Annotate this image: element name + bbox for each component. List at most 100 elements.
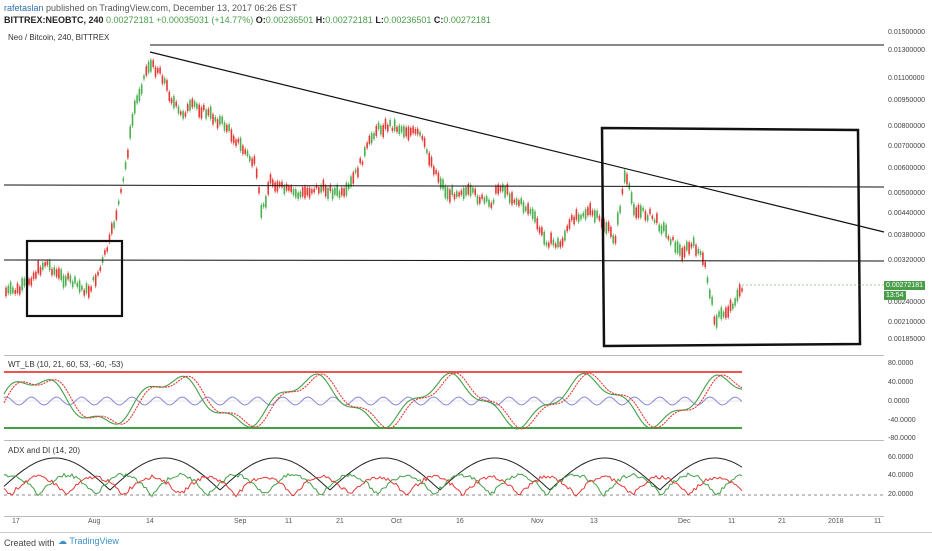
candle-body	[644, 210, 647, 221]
candle-body	[669, 239, 672, 245]
candle-body	[467, 184, 470, 195]
candle-body	[545, 242, 548, 246]
candle-body	[651, 215, 654, 219]
candle-body	[389, 119, 391, 127]
candle-body	[727, 306, 729, 318]
open-value: 0.00236501	[265, 15, 314, 25]
candle-body	[660, 225, 663, 234]
candle-body	[621, 188, 624, 195]
candle-body	[232, 135, 235, 144]
price-axis[interactable]: 0.01500000 0.01300000 0.01100000 0.00950000…	[884, 28, 932, 355]
candle-body	[338, 191, 341, 198]
candle-body	[106, 247, 108, 252]
adx-axis[interactable]: 60.0000 40.0000 20.0000	[884, 440, 932, 516]
candle-body	[502, 184, 504, 192]
candle-body	[42, 262, 44, 270]
candle-body	[129, 126, 131, 139]
candle-body	[212, 114, 214, 125]
candle-body	[94, 274, 97, 287]
publish-text: published on TradingView.com, December 1…	[46, 3, 298, 13]
candle-body	[492, 199, 495, 204]
time-tick-label: Oct	[391, 518, 402, 525]
di-plus-line	[3, 472, 743, 498]
candle-body	[702, 252, 704, 265]
candle-body	[393, 119, 396, 131]
candle-body	[55, 269, 58, 277]
candle-body	[729, 300, 732, 311]
tradingview-logo[interactable]: ☁ TradingView	[58, 536, 119, 547]
candle-body	[334, 187, 336, 195]
candle-body	[150, 59, 152, 72]
candle-body	[663, 222, 665, 232]
candle-body	[7, 285, 10, 294]
candle-body	[60, 269, 62, 281]
price-tick-label: 0.01100000	[888, 75, 925, 82]
candle-body	[124, 162, 127, 169]
candle-body	[439, 178, 442, 189]
candle-body	[48, 260, 51, 271]
candle-body	[145, 66, 148, 76]
high-value: 0.00272181	[325, 15, 373, 25]
candle-body	[262, 203, 265, 207]
candle-body	[633, 203, 635, 216]
wt-pane[interactable]	[4, 355, 884, 441]
candle-body	[550, 232, 552, 244]
candle-body	[16, 283, 19, 294]
candle-body	[180, 111, 182, 115]
candle-body	[311, 189, 313, 194]
low-value: 0.00236501	[383, 15, 432, 25]
wt-tick-label: -80.0000	[888, 435, 916, 442]
candle-body	[157, 68, 159, 73]
candle-body	[414, 129, 417, 134]
candle-body	[242, 145, 244, 154]
candle-body	[85, 283, 88, 294]
candle-body	[104, 250, 106, 255]
candle-body	[306, 187, 309, 196]
adx-tick-label: 40.0000	[888, 472, 914, 479]
candle-body	[612, 235, 614, 244]
candle-body	[589, 203, 591, 215]
candle-body	[598, 215, 601, 221]
cloud-icon: ☁	[58, 536, 67, 546]
candle-body	[364, 147, 366, 156]
candle-body	[690, 243, 693, 248]
candle-body	[421, 135, 424, 140]
price-tick-label: 0.00380000	[888, 232, 925, 239]
candle-body	[315, 184, 318, 188]
candle-body	[35, 271, 37, 279]
candle-body	[67, 273, 69, 280]
time-axis[interactable]: 17 Aug 14 Sep 11 21 Oct 16 Nov 13 Dec 11 21 2018 11	[4, 516, 884, 530]
candle-body	[686, 241, 688, 251]
adx-pane[interactable]	[4, 440, 884, 517]
candle-body	[428, 152, 430, 166]
author-link[interactable]: rafetaslan	[4, 3, 44, 13]
candle-body	[207, 108, 210, 116]
overbought-line	[4, 371, 742, 373]
candle-body	[543, 231, 545, 245]
close-value: 0.00272181	[443, 15, 491, 25]
price-pane[interactable]	[4, 28, 884, 356]
candle-body	[407, 127, 410, 140]
candle-body	[458, 192, 460, 197]
candle-body	[419, 131, 421, 136]
candle-body	[479, 197, 481, 204]
candle-body	[147, 61, 150, 73]
wt-tick-label: 0.0000	[888, 398, 910, 405]
candle-body	[474, 189, 476, 196]
wt-axis[interactable]: 80.0000 40.0000 0.0000 -40.0000 -80.0000	[884, 355, 932, 442]
candle-body	[653, 219, 656, 223]
candle-body	[163, 78, 166, 84]
candle-body	[722, 311, 725, 318]
candle-body	[403, 125, 405, 138]
candle-body	[575, 209, 578, 220]
candle-body	[688, 242, 690, 255]
candle-body	[168, 92, 171, 102]
candle-body	[741, 288, 743, 292]
candle-body	[166, 80, 168, 91]
candle-body	[14, 290, 16, 294]
candle-body	[692, 237, 695, 247]
candle-body	[704, 261, 706, 267]
candle-body	[676, 241, 679, 254]
candle-body	[244, 149, 246, 154]
wt2-line	[3, 372, 743, 430]
